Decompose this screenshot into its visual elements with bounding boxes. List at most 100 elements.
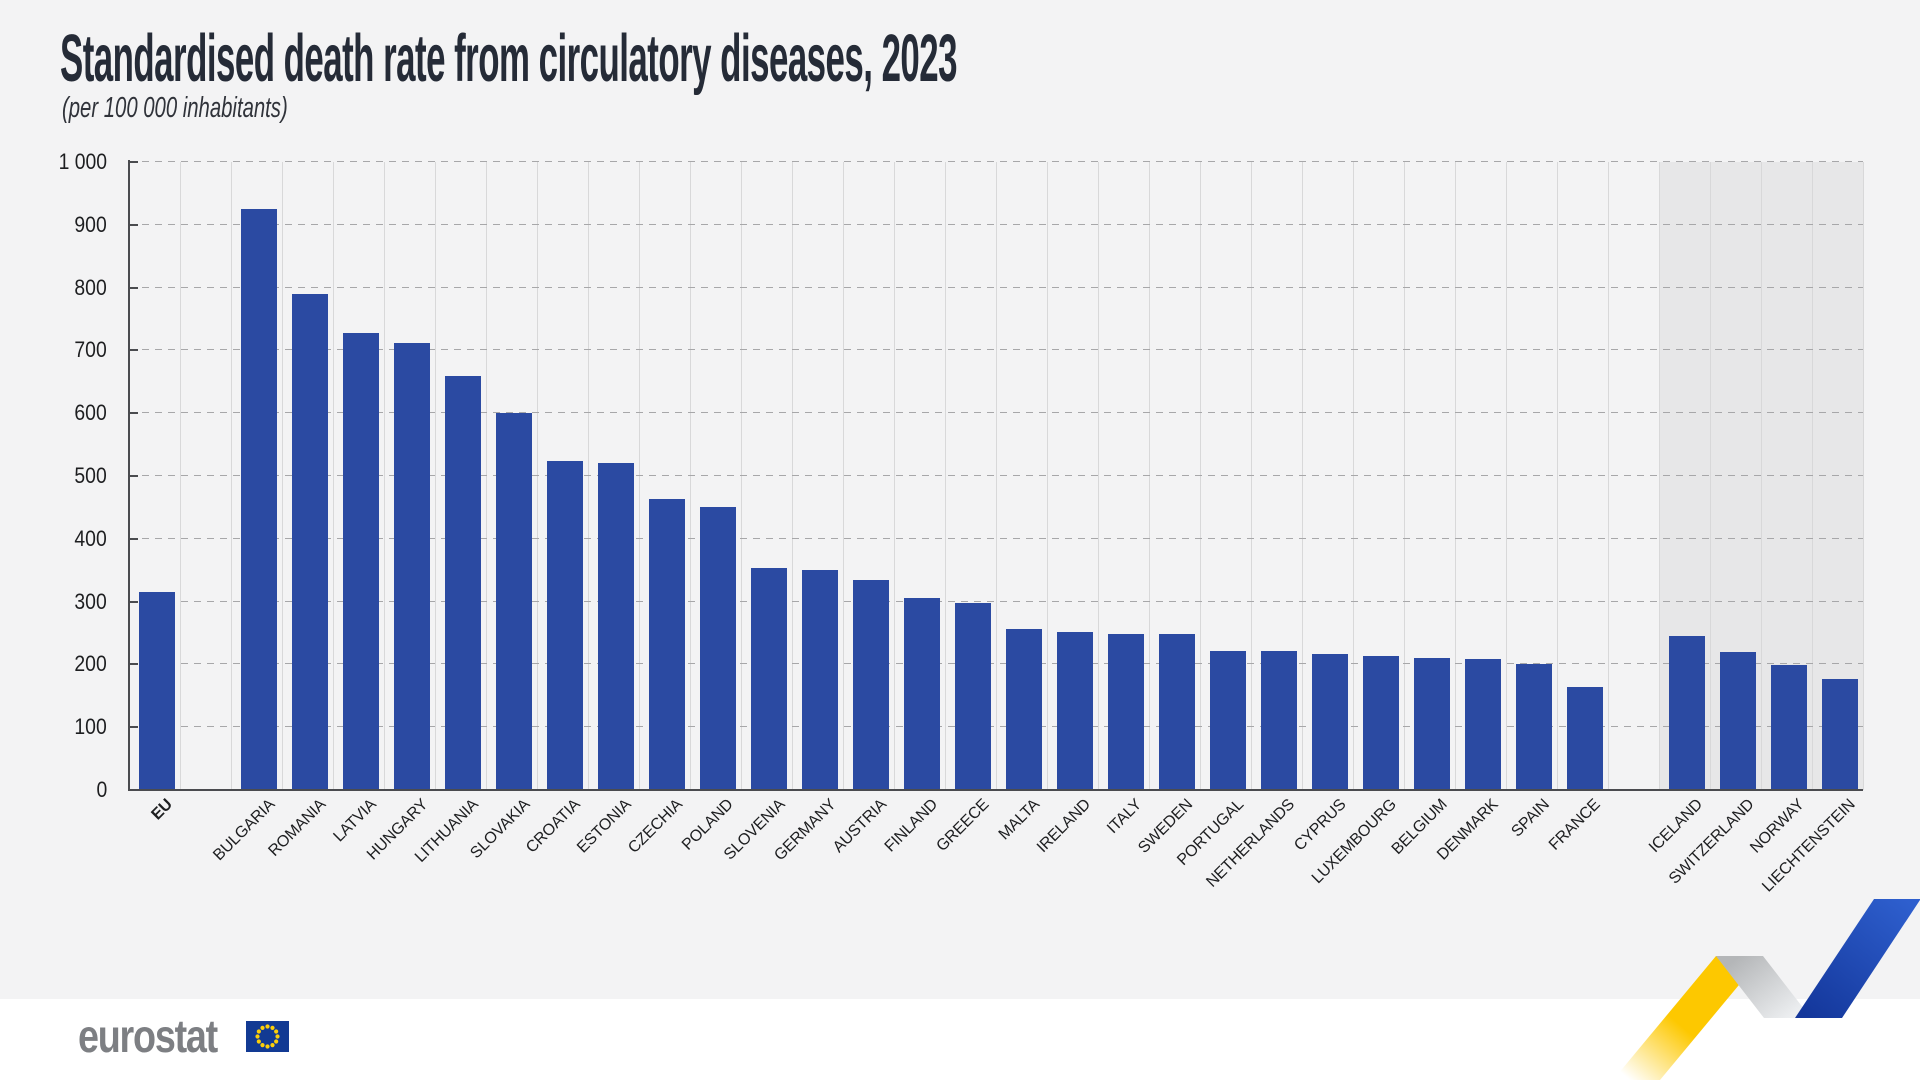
bar-cyprus: [1312, 654, 1348, 790]
column-gridline: [1761, 162, 1762, 790]
column-gridline: [843, 162, 844, 790]
column-gridline: [180, 162, 181, 790]
bar-romania: [292, 293, 328, 790]
bar-hungary: [394, 342, 430, 790]
column-gridline: [996, 162, 997, 790]
bar-estonia: [598, 462, 634, 790]
y-axis-tick: [129, 223, 138, 226]
y-axis-tick: [129, 475, 138, 477]
gridline: [129, 600, 1863, 602]
bar-greece: [955, 602, 991, 790]
bar-iceland: [1669, 635, 1705, 790]
column-gridline: [231, 162, 232, 790]
y-tick-label: 900: [74, 211, 107, 237]
eu-flag-icon: [246, 1021, 289, 1052]
bar-latvia: [343, 332, 379, 790]
flag-star: [255, 1034, 260, 1039]
column-gridline: [1608, 162, 1609, 790]
ribbon-gray-fold: [1716, 956, 1811, 1018]
flag-star: [260, 1043, 265, 1048]
bar-spain: [1516, 663, 1552, 790]
y-axis-tick: [129, 161, 138, 163]
gridline: [129, 412, 1863, 414]
y-axis-tick: [129, 537, 138, 540]
bar-czechia: [649, 499, 685, 790]
column-gridline: [1302, 162, 1303, 790]
bar-luxembourg: [1363, 656, 1399, 790]
y-tick-label: 100: [74, 714, 107, 740]
column-gridline: [588, 162, 589, 790]
eurostat-ribbon-graphic: [1613, 899, 1920, 1080]
y-axis-tick: [129, 412, 138, 415]
column-gridline: [741, 162, 742, 790]
column-gridline: [435, 162, 436, 790]
column-gridline: [1098, 162, 1099, 790]
bar-france: [1567, 687, 1603, 790]
column-gridline: [1659, 162, 1660, 790]
bar-netherlands: [1261, 651, 1297, 790]
column-gridline: [1404, 162, 1405, 790]
chart-title: Standardised death rate from circulatory…: [60, 21, 958, 96]
flag-star: [265, 1044, 270, 1049]
column-gridline: [639, 162, 640, 790]
y-tick-label: 1 000: [58, 149, 107, 174]
column-gridline: [1506, 162, 1507, 790]
flag-star: [275, 1034, 280, 1039]
bar-portugal: [1210, 650, 1246, 790]
flag-star: [260, 1025, 265, 1030]
column-gridline: [282, 162, 283, 790]
bar-italy: [1108, 633, 1144, 790]
column-gridline: [690, 162, 691, 790]
ribbon-blue-band: [1795, 899, 1920, 1018]
column-gridline: [894, 162, 895, 790]
bar-slovenia: [751, 568, 787, 790]
bar-liechtenstein: [1822, 679, 1858, 790]
flag-star: [270, 1025, 275, 1030]
column-gridline: [1149, 162, 1150, 790]
y-tick-label: 700: [74, 337, 107, 363]
column-gridline: [537, 162, 538, 790]
gridline: [129, 537, 1863, 539]
bar-germany: [802, 570, 838, 790]
column-gridline: [1557, 162, 1558, 790]
bar-ireland: [1057, 631, 1093, 790]
y-axis-tick: [129, 600, 138, 603]
column-gridline: [1863, 162, 1864, 790]
bar-malta: [1006, 629, 1042, 790]
bar-norway: [1771, 665, 1807, 790]
bar-sweden: [1159, 634, 1195, 790]
column-gridline: [1812, 162, 1813, 790]
y-tick-label: 300: [74, 588, 107, 614]
flag-star: [270, 1043, 275, 1048]
column-gridline: [1047, 162, 1048, 790]
y-axis-tick: [129, 663, 138, 666]
flag-star: [256, 1029, 261, 1034]
y-tick-label: 0: [96, 777, 107, 802]
chart-subtitle: (per 100 000 inhabitants): [62, 92, 288, 124]
bar-denmark: [1465, 659, 1501, 790]
y-tick-label: 200: [74, 651, 107, 677]
y-axis-tick: [129, 349, 138, 352]
gridline: [129, 286, 1863, 288]
gridline: [129, 475, 1863, 476]
ribbon-yellow-band: [1613, 956, 1763, 1080]
y-axis-tick: [129, 726, 138, 729]
column-gridline: [1251, 162, 1252, 790]
bar-belgium: [1414, 658, 1450, 790]
gridline: [129, 663, 1863, 665]
column-gridline: [333, 162, 334, 790]
y-axis-line: [128, 160, 130, 791]
bar-croatia: [547, 460, 583, 790]
column-gridline: [1710, 162, 1711, 790]
y-tick-label: 800: [74, 274, 107, 300]
bar-poland: [700, 506, 736, 790]
bar-bulgaria: [241, 209, 277, 790]
bar-switzerland: [1720, 651, 1756, 790]
bar-finland: [904, 597, 940, 790]
flag-star: [274, 1039, 279, 1044]
gridline: [129, 223, 1863, 225]
column-gridline: [384, 162, 385, 790]
y-tick-label: 500: [74, 463, 107, 488]
eurostat-wordmark: eurostat: [78, 1010, 218, 1062]
